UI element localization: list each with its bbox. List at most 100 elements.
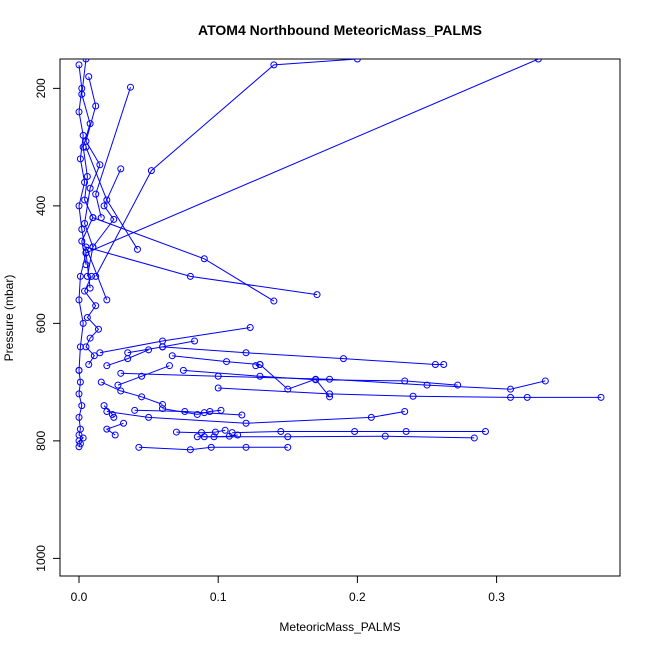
data-point	[284, 433, 292, 441]
series-line	[162, 408, 222, 415]
y-tick-label: 600	[34, 313, 48, 333]
data-point	[117, 387, 125, 395]
data-point	[234, 431, 242, 439]
data-point	[75, 61, 83, 69]
data-point	[409, 392, 417, 400]
series	[103, 419, 128, 439]
data-point	[481, 427, 489, 435]
y-axis: 200 400 600 800 1000	[34, 78, 61, 572]
data-point	[75, 413, 83, 421]
data-point	[89, 214, 97, 222]
data-point	[367, 413, 375, 421]
data-point	[83, 314, 91, 321]
series-line	[85, 246, 318, 301]
data-point	[507, 385, 515, 393]
data-point	[82, 243, 90, 251]
data-point	[138, 372, 146, 380]
data-point	[159, 405, 167, 413]
data-point	[193, 410, 201, 418]
series	[82, 243, 321, 304]
data-point	[96, 161, 104, 169]
data-point	[507, 393, 515, 401]
data-point	[214, 384, 222, 392]
series-line	[134, 409, 242, 416]
data-point	[381, 432, 389, 440]
series-line	[232, 431, 486, 434]
data-point	[284, 443, 292, 451]
data-point	[159, 400, 167, 408]
data-point	[103, 425, 111, 433]
data-point	[191, 337, 199, 345]
series	[96, 323, 254, 357]
data-point	[242, 349, 250, 357]
data-point	[277, 427, 285, 435]
series-line	[197, 434, 238, 438]
data-point	[211, 428, 219, 436]
data-point	[210, 433, 218, 441]
data-point	[165, 362, 173, 370]
data-point	[351, 427, 359, 435]
chart-title: ATOM4 Northbound MeteoricMass_PALMS	[198, 22, 482, 38]
series-line	[218, 387, 601, 398]
data-point	[78, 225, 86, 233]
data-point	[131, 406, 139, 414]
data-point	[133, 245, 141, 253]
data-point	[284, 385, 292, 393]
data-point	[179, 366, 187, 374]
series-line	[95, 59, 358, 277]
data-point	[147, 167, 155, 175]
series-line	[106, 349, 149, 367]
data-point	[78, 90, 86, 98]
series	[103, 346, 153, 370]
data-point	[81, 178, 89, 186]
data-point	[85, 73, 93, 81]
data-point	[92, 190, 100, 198]
data-point	[172, 428, 180, 436]
series-line	[81, 59, 94, 265]
data-point	[96, 349, 104, 357]
data-point	[78, 402, 86, 410]
data-point	[256, 361, 264, 368]
x-axis-label: MeteoricMass_PALMS	[279, 620, 400, 634]
series	[117, 369, 549, 393]
data-point	[440, 361, 448, 368]
data-point	[82, 343, 90, 351]
series-line	[120, 372, 546, 390]
series-line	[259, 364, 330, 398]
series-line	[117, 365, 170, 386]
series-line	[78, 370, 85, 448]
data-point	[270, 61, 278, 69]
data-point	[110, 215, 118, 223]
y-tick-label: 1000	[34, 545, 48, 572]
data-point	[82, 143, 90, 151]
data-point	[246, 323, 254, 331]
series-line	[138, 446, 288, 451]
series-line	[84, 276, 100, 365]
x-tick-label: 0.2	[349, 590, 366, 604]
series-line	[95, 87, 131, 218]
data-point	[79, 319, 87, 327]
y-tick-label: 200	[34, 78, 48, 98]
data-point	[326, 393, 334, 401]
data-point	[83, 173, 91, 180]
data-point	[75, 108, 83, 116]
data-point	[92, 272, 100, 280]
data-point	[145, 346, 153, 354]
data-point	[94, 325, 102, 333]
data-point	[82, 59, 90, 63]
data-point	[92, 302, 100, 310]
series-line	[78, 64, 87, 371]
data-point	[454, 381, 462, 389]
series	[100, 402, 118, 421]
data-point	[124, 355, 132, 363]
series-line	[172, 355, 261, 367]
series-line	[84, 76, 101, 277]
data-point	[75, 390, 83, 398]
series	[75, 366, 87, 451]
data-point	[256, 372, 264, 380]
series-line	[99, 327, 251, 354]
data-point	[523, 393, 531, 401]
series	[78, 59, 97, 269]
series-line	[92, 217, 275, 302]
data-point	[75, 296, 83, 304]
